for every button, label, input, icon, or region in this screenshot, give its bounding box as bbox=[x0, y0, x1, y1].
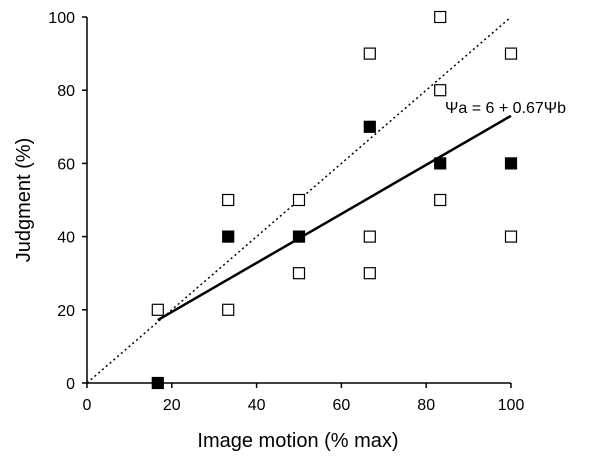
plot-area: 0 20 40 60 80 100 0 20 40 60 80 100 bbox=[48, 10, 524, 414]
y-axis-title: Judgment (%) bbox=[13, 138, 35, 263]
data-markers bbox=[151, 10, 518, 390]
open-square-point bbox=[363, 267, 376, 280]
open-square-point bbox=[292, 267, 306, 280]
regression-line bbox=[157, 114, 512, 322]
open-square-point bbox=[292, 193, 306, 207]
y-tick-label: 20 bbox=[57, 303, 75, 320]
y-tick-label: 0 bbox=[66, 376, 75, 393]
y-tick-label: 60 bbox=[57, 156, 75, 173]
y-tick-label: 100 bbox=[48, 10, 75, 27]
x-tick-label: 40 bbox=[248, 397, 266, 414]
open-square-point bbox=[363, 230, 376, 243]
y-ticks: 0 20 40 60 80 100 bbox=[48, 10, 87, 393]
filled-square-point bbox=[504, 157, 518, 170]
open-square-point bbox=[222, 303, 235, 316]
filled-square-point bbox=[434, 157, 447, 170]
filled-square-point bbox=[222, 230, 235, 243]
filled-square-point bbox=[363, 120, 376, 133]
open-square-point bbox=[434, 193, 447, 207]
x-ticks: 0 20 40 60 80 100 bbox=[83, 383, 525, 414]
regression-equation: Ψa = 6 + 0.67Ψb bbox=[445, 100, 566, 117]
x-tick-label: 80 bbox=[417, 397, 435, 414]
x-tick-label: 100 bbox=[498, 397, 525, 414]
y-tick-label: 80 bbox=[57, 83, 75, 100]
x-tick-label: 60 bbox=[333, 397, 351, 414]
open-square-point bbox=[434, 84, 447, 97]
filled-square-point bbox=[151, 376, 164, 390]
x-axis-title: Image motion (% max) bbox=[197, 430, 398, 452]
open-square-point bbox=[504, 230, 518, 243]
x-tick-label: 20 bbox=[163, 397, 181, 414]
x-tick-label: 0 bbox=[83, 397, 92, 414]
y-tick-label: 40 bbox=[57, 230, 75, 247]
open-square-point bbox=[504, 47, 518, 60]
open-square-point bbox=[363, 47, 376, 60]
open-square-point bbox=[151, 303, 164, 316]
open-square-point bbox=[222, 193, 235, 207]
filled-square-point bbox=[292, 230, 306, 243]
open-square-point bbox=[434, 10, 447, 24]
